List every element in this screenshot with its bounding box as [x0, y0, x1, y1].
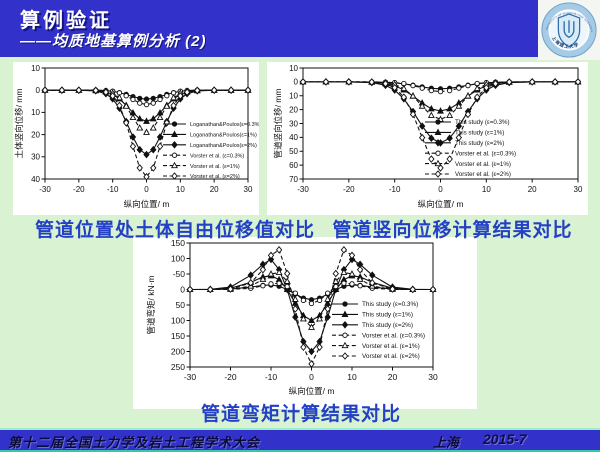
svg-text:150: 150	[171, 331, 185, 341]
chart-pipe-bending-moment: -30 -20 -10 0 10 20 30 150 100 -50 0 50 100 150 200 250…	[133, 237, 477, 409]
svg-text:This study (ε=2%): This study (ε=2%)	[362, 322, 413, 329]
svg-text:-30: -30	[184, 372, 197, 382]
plot-svg: -30 -20 -10 0 10 20 30 150 100 -50 0 50 100 150 200 250…	[146, 238, 438, 396]
svg-text:60: 60	[289, 161, 298, 170]
footer-separator-line	[0, 428, 600, 430]
svg-text:Vorster et al. (ε=1%): Vorster et al. (ε=1%)	[190, 164, 240, 170]
svg-text:0: 0	[36, 86, 41, 95]
svg-text:20: 20	[388, 372, 398, 382]
svg-text:-20: -20	[224, 372, 237, 382]
svg-text:纵向位置/ m: 纵向位置/ m	[289, 386, 335, 396]
svg-text:This study (ε=0.3%): This study (ε=0.3%)	[455, 119, 510, 126]
svg-text:Vorster et al. (ε=2%): Vorster et al. (ε=2%)	[455, 171, 511, 178]
svg-text:-20: -20	[343, 185, 355, 194]
svg-text:20: 20	[289, 105, 298, 114]
svg-text:-50: -50	[173, 269, 186, 279]
footer-band	[0, 430, 600, 450]
svg-text:10: 10	[31, 64, 40, 73]
svg-text:100: 100	[171, 253, 185, 263]
svg-text:20: 20	[528, 185, 537, 194]
svg-text:Vorster et al. (ε=2%): Vorster et al. (ε=2%)	[362, 353, 420, 360]
svg-text:50: 50	[289, 147, 298, 156]
svg-text:20: 20	[210, 185, 219, 194]
svg-text:Vorster et al. (ε=0.3%): Vorster et al. (ε=0.3%)	[190, 153, 244, 159]
svg-text:Vorster et al. (ε=1%): Vorster et al. (ε=1%)	[362, 343, 420, 350]
svg-text:管道竖向位移/ mm: 管道竖向位移/ mm	[273, 89, 283, 159]
svg-text:20: 20	[31, 130, 40, 139]
footer-edge-line	[0, 450, 600, 452]
svg-text:100: 100	[171, 315, 185, 325]
svg-text:30: 30	[244, 185, 253, 194]
logo-corner: UNIVERSITY OF SHANGHAI FOR SCIENCE AND T…	[538, 0, 600, 60]
svg-text:管道弯矩/ kN·m: 管道弯矩/ kN·m	[146, 275, 156, 334]
svg-text:10: 10	[347, 372, 357, 382]
svg-text:-30: -30	[297, 185, 309, 194]
svg-text:0: 0	[309, 372, 314, 382]
svg-text:This study (ε=1%): This study (ε=1%)	[455, 130, 504, 137]
svg-text:10: 10	[31, 108, 40, 117]
footer-conference-title: 第十二届全国土力学及岩土工程学术大会	[8, 436, 261, 451]
header-band	[0, 0, 600, 57]
university-emblem-icon: UNIVERSITY OF SHANGHAI FOR SCIENCE AND T…	[540, 1, 597, 58]
caption-chart2: 管道竖向位移计算结果对比	[332, 219, 573, 241]
caption-chart3: 管道弯矩计算结果对比	[200, 403, 401, 425]
emblem-glyph	[563, 20, 575, 39]
svg-text:10: 10	[289, 64, 298, 73]
slide-subtitle: ——均质地基算例分析 (2)	[20, 33, 207, 50]
chart-free-soil-displacement: -30 -20 -10 0 10 20 30 10 0 10 20 30 40 纵向位置/ m 土体竖向位移…	[13, 62, 262, 215]
svg-text:200: 200	[171, 346, 185, 356]
footer-date: 2015-7	[483, 431, 527, 447]
svg-text:Loganathan&Poulos(ε=1%): Loganathan&Poulos(ε=1%)	[190, 133, 257, 139]
svg-text:土体竖向位移/ mm: 土体竖向位移/ mm	[14, 89, 24, 159]
svg-text:150: 150	[171, 238, 185, 248]
svg-text:0: 0	[294, 78, 299, 87]
svg-text:-20: -20	[73, 185, 85, 194]
svg-text:30: 30	[428, 372, 438, 382]
svg-text:-10: -10	[265, 372, 278, 382]
svg-text:Vorster et al. (ε=0.3%): Vorster et al. (ε=0.3%)	[362, 332, 425, 339]
svg-text:Loganathan&Poulos(ε=0.3%): Loganathan&Poulos(ε=0.3%)	[190, 122, 259, 128]
svg-text:-10: -10	[389, 185, 401, 194]
svg-text:10: 10	[176, 185, 185, 194]
svg-text:This study (ε=1%): This study (ε=1%)	[362, 312, 413, 319]
svg-text:0: 0	[180, 284, 185, 294]
svg-text:10: 10	[289, 92, 298, 101]
svg-text:This study (ε=0.3%): This study (ε=0.3%)	[362, 301, 418, 308]
svg-text:30: 30	[289, 119, 298, 128]
svg-text:10: 10	[482, 185, 491, 194]
svg-text:0: 0	[438, 185, 443, 194]
caption-chart1: 管道位置处土体自由位移值对比	[34, 219, 315, 241]
svg-text:250: 250	[171, 362, 185, 372]
svg-text:30: 30	[31, 153, 40, 162]
svg-text:-10: -10	[107, 185, 119, 194]
svg-text:Loganathan&Poulos(ε=2%): Loganathan&Poulos(ε=2%)	[190, 143, 257, 149]
svg-text:40: 40	[289, 133, 298, 142]
svg-text:50: 50	[176, 300, 186, 310]
slide-title: 算例验证	[20, 8, 112, 32]
svg-text:Vorster et al. (ε=2%): Vorster et al. (ε=2%)	[190, 174, 240, 180]
svg-text:30: 30	[574, 185, 583, 194]
svg-text:纵向位置/ m: 纵向位置/ m	[418, 199, 464, 209]
svg-text:-30: -30	[39, 185, 51, 194]
chart-pipe-vertical-displacement: -30 -20 -10 0 10 20 30 10 0 10 20 30 40 50 60 70 纵向位置/ m…	[267, 62, 588, 215]
plot-svg: -30 -20 -10 0 10 20 30 10 0 10 20 30 40 纵向位置/ m 土体竖向位移…	[14, 64, 262, 209]
svg-text:Vorster et al. (ε=0.3%): Vorster et al. (ε=0.3%)	[455, 150, 516, 157]
svg-text:Vorster et al. (ε=1%): Vorster et al. (ε=1%)	[455, 161, 511, 168]
svg-text:70: 70	[289, 175, 298, 184]
svg-text:This study (ε=2%): This study (ε=2%)	[455, 140, 504, 147]
svg-text:40: 40	[31, 175, 40, 184]
plot-svg: -30 -20 -10 0 10 20 30 10 0 10 20 30 40 50 60 70 纵向位置/ m…	[273, 64, 583, 209]
svg-text:纵向位置/ m: 纵向位置/ m	[124, 199, 170, 209]
footer-city: 上海	[433, 436, 460, 451]
svg-text:0: 0	[144, 185, 149, 194]
